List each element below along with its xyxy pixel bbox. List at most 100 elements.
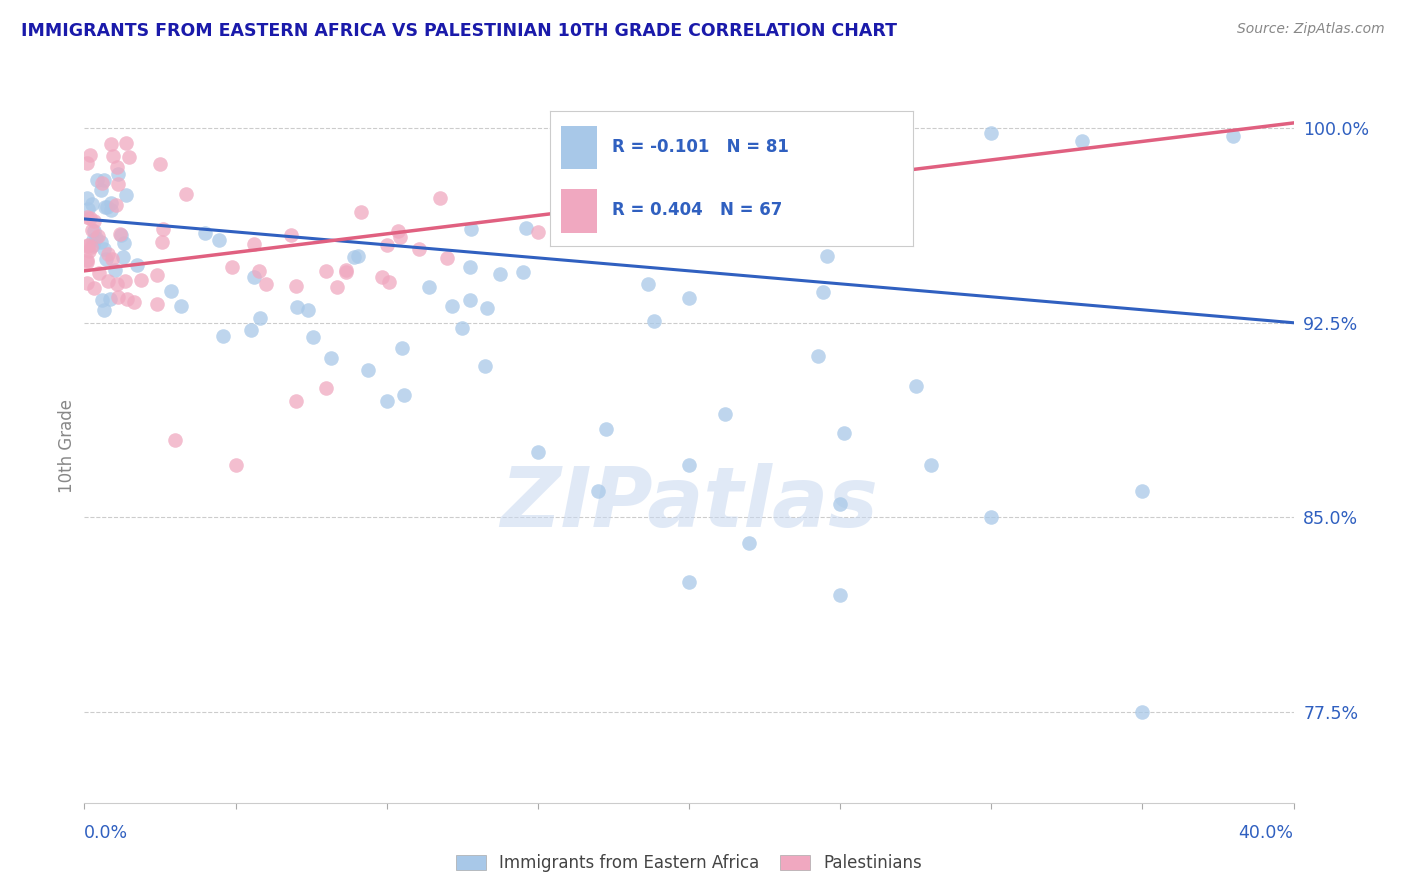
Point [387,224,409,238]
Point [811,285,834,299]
Point [114,235,136,250]
Point [84,231,107,245]
Point [165,433,187,447]
Point [678,458,700,473]
Point [114,136,136,150]
Point [335,263,357,277]
Point [242,236,264,251]
Point [807,349,830,363]
Point [815,249,838,263]
Point [160,284,183,298]
Point [418,280,440,294]
Point [105,277,128,291]
Point [408,242,430,256]
Point [112,250,135,264]
Point [149,156,172,170]
Point [146,268,169,282]
Point [76,255,98,269]
Point [980,126,1002,140]
Point [489,267,512,281]
Point [595,422,617,436]
Point [150,235,173,250]
Point [678,199,700,213]
Point [1071,134,1094,148]
Point [96,200,118,214]
Point [76,191,98,205]
Point [221,260,243,274]
Point [101,252,124,266]
Point [101,149,124,163]
Point [225,458,247,473]
Point [347,249,370,263]
Point [83,281,105,295]
Point [440,299,463,313]
Point [247,264,270,278]
Point [76,237,98,252]
Point [377,275,399,289]
Point [76,239,98,253]
Point [93,242,115,256]
Text: IMMIGRANTS FROM EASTERN AFRICA VS PALESTINIAN 10TH GRADE CORRELATION CHART: IMMIGRANTS FROM EASTERN AFRICA VS PALEST… [21,22,897,40]
Point [375,393,398,408]
Point [285,393,308,408]
Point [129,273,152,287]
Point [87,266,110,280]
Point [254,277,277,291]
Point [357,363,380,377]
Point [91,176,114,190]
Point [458,260,481,274]
Point [114,275,136,289]
Point [77,244,100,259]
Point [87,229,110,244]
Point [83,214,105,228]
Point [208,233,231,247]
Point [105,197,128,211]
Point [527,445,550,459]
Point [76,253,98,268]
Point [302,330,325,344]
Point [450,320,472,334]
Point [170,299,193,313]
Point [239,323,262,337]
Point [713,407,735,421]
Point [107,290,129,304]
Point [389,229,412,244]
Point [100,195,122,210]
Point [285,301,308,315]
Point [82,233,104,247]
Point [90,293,112,308]
Point [832,425,855,440]
Legend: Immigrants from Eastern Africa, Palestinians: Immigrants from Eastern Africa, Palestin… [447,846,931,880]
Point [678,291,700,305]
Point [100,203,122,218]
Point [429,191,451,205]
Point [90,235,112,249]
Point [371,270,394,285]
Point [1130,484,1153,499]
Point [76,277,98,291]
Point [82,238,104,252]
Point [343,250,366,264]
Point [83,225,105,239]
Point [115,292,138,306]
Point [80,240,103,254]
Text: 0.0%: 0.0% [84,823,128,841]
Point [98,293,121,307]
Point [96,247,118,261]
Point [152,222,174,236]
Point [285,279,308,293]
Point [100,136,122,151]
Point [315,264,337,278]
Point [458,293,481,307]
Point [335,265,357,279]
Point [122,294,145,309]
Point [76,202,98,216]
Point [512,265,534,279]
Text: Source: ZipAtlas.com: Source: ZipAtlas.com [1237,22,1385,37]
Point [460,222,482,236]
Point [920,458,942,473]
Point [326,280,349,294]
Point [980,510,1002,524]
Point [97,274,120,288]
Point [474,359,496,373]
